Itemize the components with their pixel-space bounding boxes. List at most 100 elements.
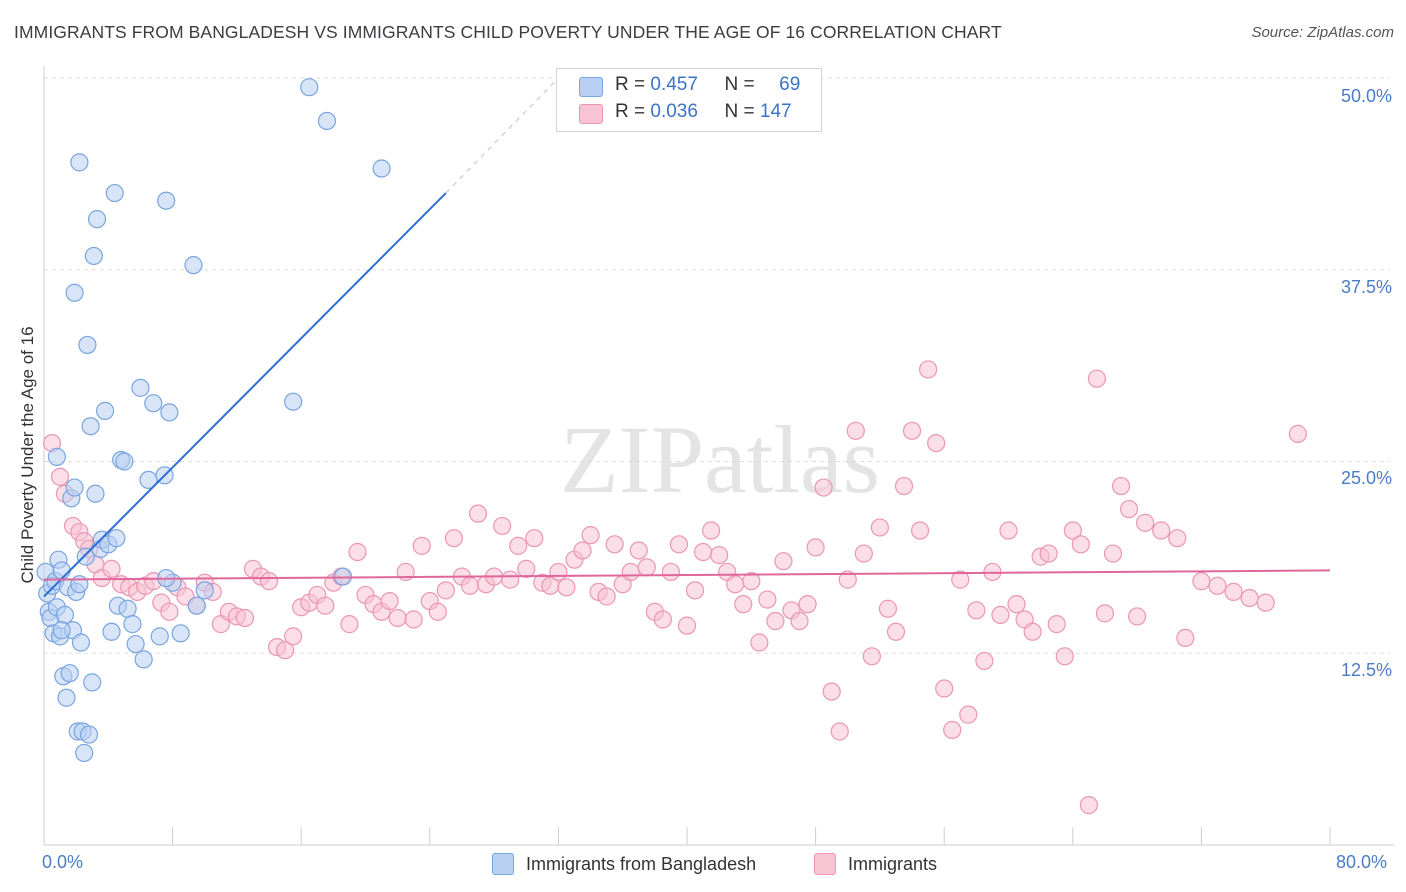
immigrants-point [677, 616, 697, 635]
immigrants-point [951, 570, 970, 589]
bangladesh-point [105, 183, 124, 203]
bangladesh-point [52, 561, 71, 580]
bangladesh-point [81, 417, 100, 436]
immigrants-point [284, 627, 303, 646]
bangladesh-point [134, 650, 153, 669]
legend-row-immigrants: R = 0.036 N = 147 [615, 101, 792, 123]
bangladesh-point [86, 484, 105, 503]
r-value: 0.457 [650, 74, 698, 95]
n-label: N = [724, 74, 755, 95]
immigrants-point [1127, 607, 1147, 626]
immigrants-point [1288, 424, 1307, 443]
axes [43, 66, 1394, 846]
immigrants-point [380, 591, 399, 611]
bangladesh-point [95, 401, 115, 420]
immigrants-point [750, 633, 769, 652]
bangladesh-point [115, 452, 134, 471]
bangladesh-points [36, 78, 391, 763]
bangladesh-point [150, 627, 169, 646]
r-value: 0.036 [650, 101, 698, 122]
bangladesh-point [55, 605, 74, 625]
legend-item-immigrants[interactable]: Immigrants [814, 853, 937, 875]
immigrants-point [276, 641, 295, 660]
immigrants-point [919, 360, 938, 379]
immigrants-point [669, 535, 689, 554]
immigrants-point [806, 538, 825, 557]
immigrants-point [854, 544, 873, 563]
bangladesh-point [195, 581, 214, 600]
immigrants-point [790, 611, 809, 631]
bangladesh-point [76, 547, 95, 566]
chart-title: IMMIGRANTS FROM BANGLADESH VS IMMIGRANTS… [14, 22, 1002, 42]
immigrants-point [348, 542, 367, 562]
immigrants-point [1055, 647, 1074, 666]
bangladesh-point [70, 575, 89, 594]
immigrants-point [710, 545, 729, 565]
bangladesh-point [87, 210, 107, 229]
y-tick-label: 12.5% [1340, 660, 1392, 680]
legend-item-bangladesh[interactable]: Immigrants from Bangladesh [492, 853, 756, 875]
immigrants-point [1095, 604, 1115, 623]
immigrants-point [460, 576, 480, 595]
immigrants-point [1063, 521, 1082, 540]
bangladesh-point [126, 634, 145, 654]
immigrants-point [50, 467, 70, 486]
immigrants-point [862, 647, 881, 666]
trendlines [43, 77, 1331, 598]
immigrants-point [557, 578, 576, 597]
n-label: N = [724, 101, 755, 122]
immigrants-point [1136, 513, 1155, 532]
immigrants-point [621, 562, 640, 582]
immigrants-point [1256, 593, 1275, 612]
bangladesh-point [131, 378, 150, 397]
bangladesh-point [317, 111, 337, 131]
y-tick-label: 25.0% [1340, 468, 1392, 488]
immigrants-point [886, 622, 906, 641]
immigrants-point [1168, 529, 1187, 548]
immigrants-point [927, 433, 946, 453]
bangladesh-point [144, 394, 163, 413]
immigrants-point [814, 478, 833, 497]
immigrants-point [870, 518, 890, 537]
immigrants-point [1071, 535, 1090, 554]
immigrants-point [702, 521, 721, 540]
immigrants-point [605, 535, 624, 554]
immigrants-point [1240, 588, 1259, 608]
legend-swatch-blue [579, 77, 603, 97]
bangladesh-point [78, 335, 97, 355]
immigrants-point [991, 605, 1010, 625]
legend-label: Immigrants from Bangladesh [526, 853, 757, 874]
immigrants-point [404, 610, 423, 629]
immigrants-point [1047, 615, 1066, 634]
bangladesh-point [102, 622, 121, 641]
immigrants-point [581, 526, 600, 545]
immigrants-point [766, 611, 785, 631]
immigrants-point [597, 587, 616, 606]
legend-row-bangladesh: R = 0.457 N = 69 [615, 74, 800, 96]
r-label: R = [615, 101, 646, 122]
immigrants-point [1192, 572, 1211, 591]
immigrants-point [629, 541, 648, 560]
immigrants-point [259, 572, 279, 591]
immigrants-point [1119, 499, 1139, 519]
bangladesh-point [65, 283, 84, 302]
y-axis-title: Child Poverty Under the Age of 16 [18, 326, 37, 584]
bangladesh-point [75, 743, 94, 763]
n-value: 147 [759, 101, 792, 122]
immigrants-point [902, 421, 922, 440]
bangladesh-point [157, 191, 176, 210]
immigrants-point [1208, 576, 1227, 595]
immigrants-point [501, 570, 520, 589]
x-tick-label-min: 0.0% [42, 852, 84, 872]
immigrants-point [822, 682, 841, 701]
bangladesh-point [372, 159, 391, 178]
immigrants-point [1007, 595, 1026, 614]
immigrants-point [1087, 369, 1107, 388]
bangladesh-point [171, 624, 190, 643]
immigrants-point [493, 516, 512, 536]
legend-swatch-pink [814, 853, 836, 875]
immigrants-point [967, 601, 986, 620]
immigrants-point [726, 575, 745, 594]
immigrants-point [1111, 476, 1131, 496]
immigrants-point [316, 596, 335, 615]
